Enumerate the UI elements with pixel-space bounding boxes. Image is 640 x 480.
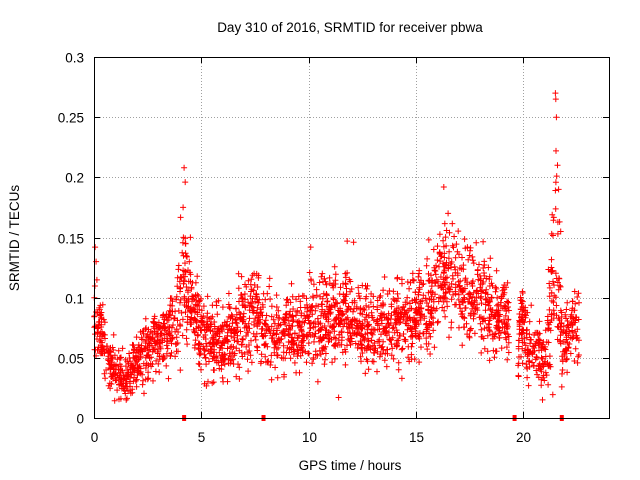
- x-tick-label: 10: [302, 430, 317, 445]
- x-tick-labels: 0 5 10 15 20: [91, 430, 531, 445]
- y-axis-label: SRMTID / TECUs: [7, 185, 22, 292]
- chart-title: Day 310 of 2016, SRMTID for receiver pbw…: [217, 20, 483, 35]
- x-tick-label: 5: [198, 430, 206, 445]
- y-tick-label: 0.3: [65, 51, 84, 66]
- y-tick-label: 0.25: [58, 111, 84, 126]
- y-tick-label: 0.05: [58, 352, 84, 367]
- y-tick-label: 0.2: [65, 171, 84, 186]
- y-tick-label: 0: [76, 412, 84, 427]
- data-points: [91, 90, 582, 404]
- tick-marks: [94, 57, 609, 419]
- y-tick-label: 0.15: [58, 232, 84, 247]
- x-tick-label: 0: [91, 430, 99, 445]
- y-tick-label: 0.1: [65, 292, 84, 307]
- x-tick-label: 20: [516, 430, 531, 445]
- x-axis-label: GPS time / hours: [299, 458, 402, 473]
- grid-lines: [94, 57, 609, 418]
- scatter-markers: [91, 90, 582, 404]
- y-tick-labels: 0 0.05 0.1 0.15 0.2 0.25 0.3: [58, 51, 84, 427]
- x-tick-label: 15: [409, 430, 424, 445]
